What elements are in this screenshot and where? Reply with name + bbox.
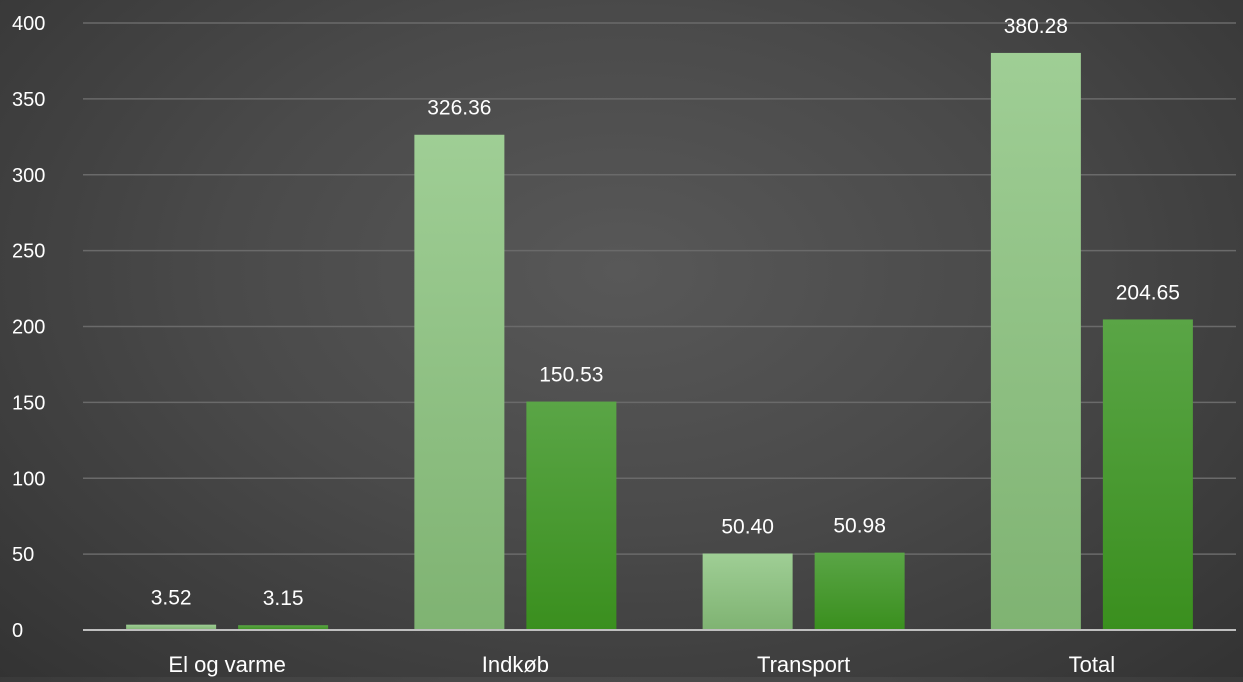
bar [414,134,505,630]
bar [1102,319,1193,630]
y-tick-label: 400 [12,13,45,35]
x-axis: El og varme Indkøb Transport Total [83,629,1236,677]
bar [526,401,617,630]
x-tick-label: Transport [757,652,850,677]
x-tick-label: El og varme [168,652,285,677]
x-tick-label: Total [1069,652,1115,677]
bar [702,553,793,630]
y-tick-label: 0 [12,620,23,642]
y-tick-label: 150 [12,392,45,414]
data-label: 50.98 [833,515,886,538]
data-labels: 3.52 3.15 326.36 150.53 50.40 50.98 380.28 204.… [151,15,1180,610]
y-tick-label: 350 [12,89,45,111]
data-label: 3.15 [263,587,304,610]
data-label: 380.28 [1004,15,1068,38]
y-axis-tick-labels: 0 50 100 150 200 250 300 350 400 [12,13,45,642]
bars [126,52,1193,630]
y-tick-label: 200 [12,317,45,339]
data-label: 150.53 [539,364,603,387]
data-label: 3.52 [151,587,192,610]
y-tick-label: 50 [12,544,34,566]
gridlines [83,22,1236,555]
data-label: 50.40 [721,516,774,539]
bar [814,552,905,630]
y-tick-label: 300 [12,165,45,187]
bar [126,624,217,630]
bar [990,52,1081,630]
data-label: 204.65 [1116,281,1180,304]
y-tick-label: 250 [12,241,45,263]
data-label: 326.36 [427,97,491,120]
bar [238,625,329,630]
y-tick-label: 100 [12,468,45,490]
x-tick-label: Indkøb [482,652,549,677]
